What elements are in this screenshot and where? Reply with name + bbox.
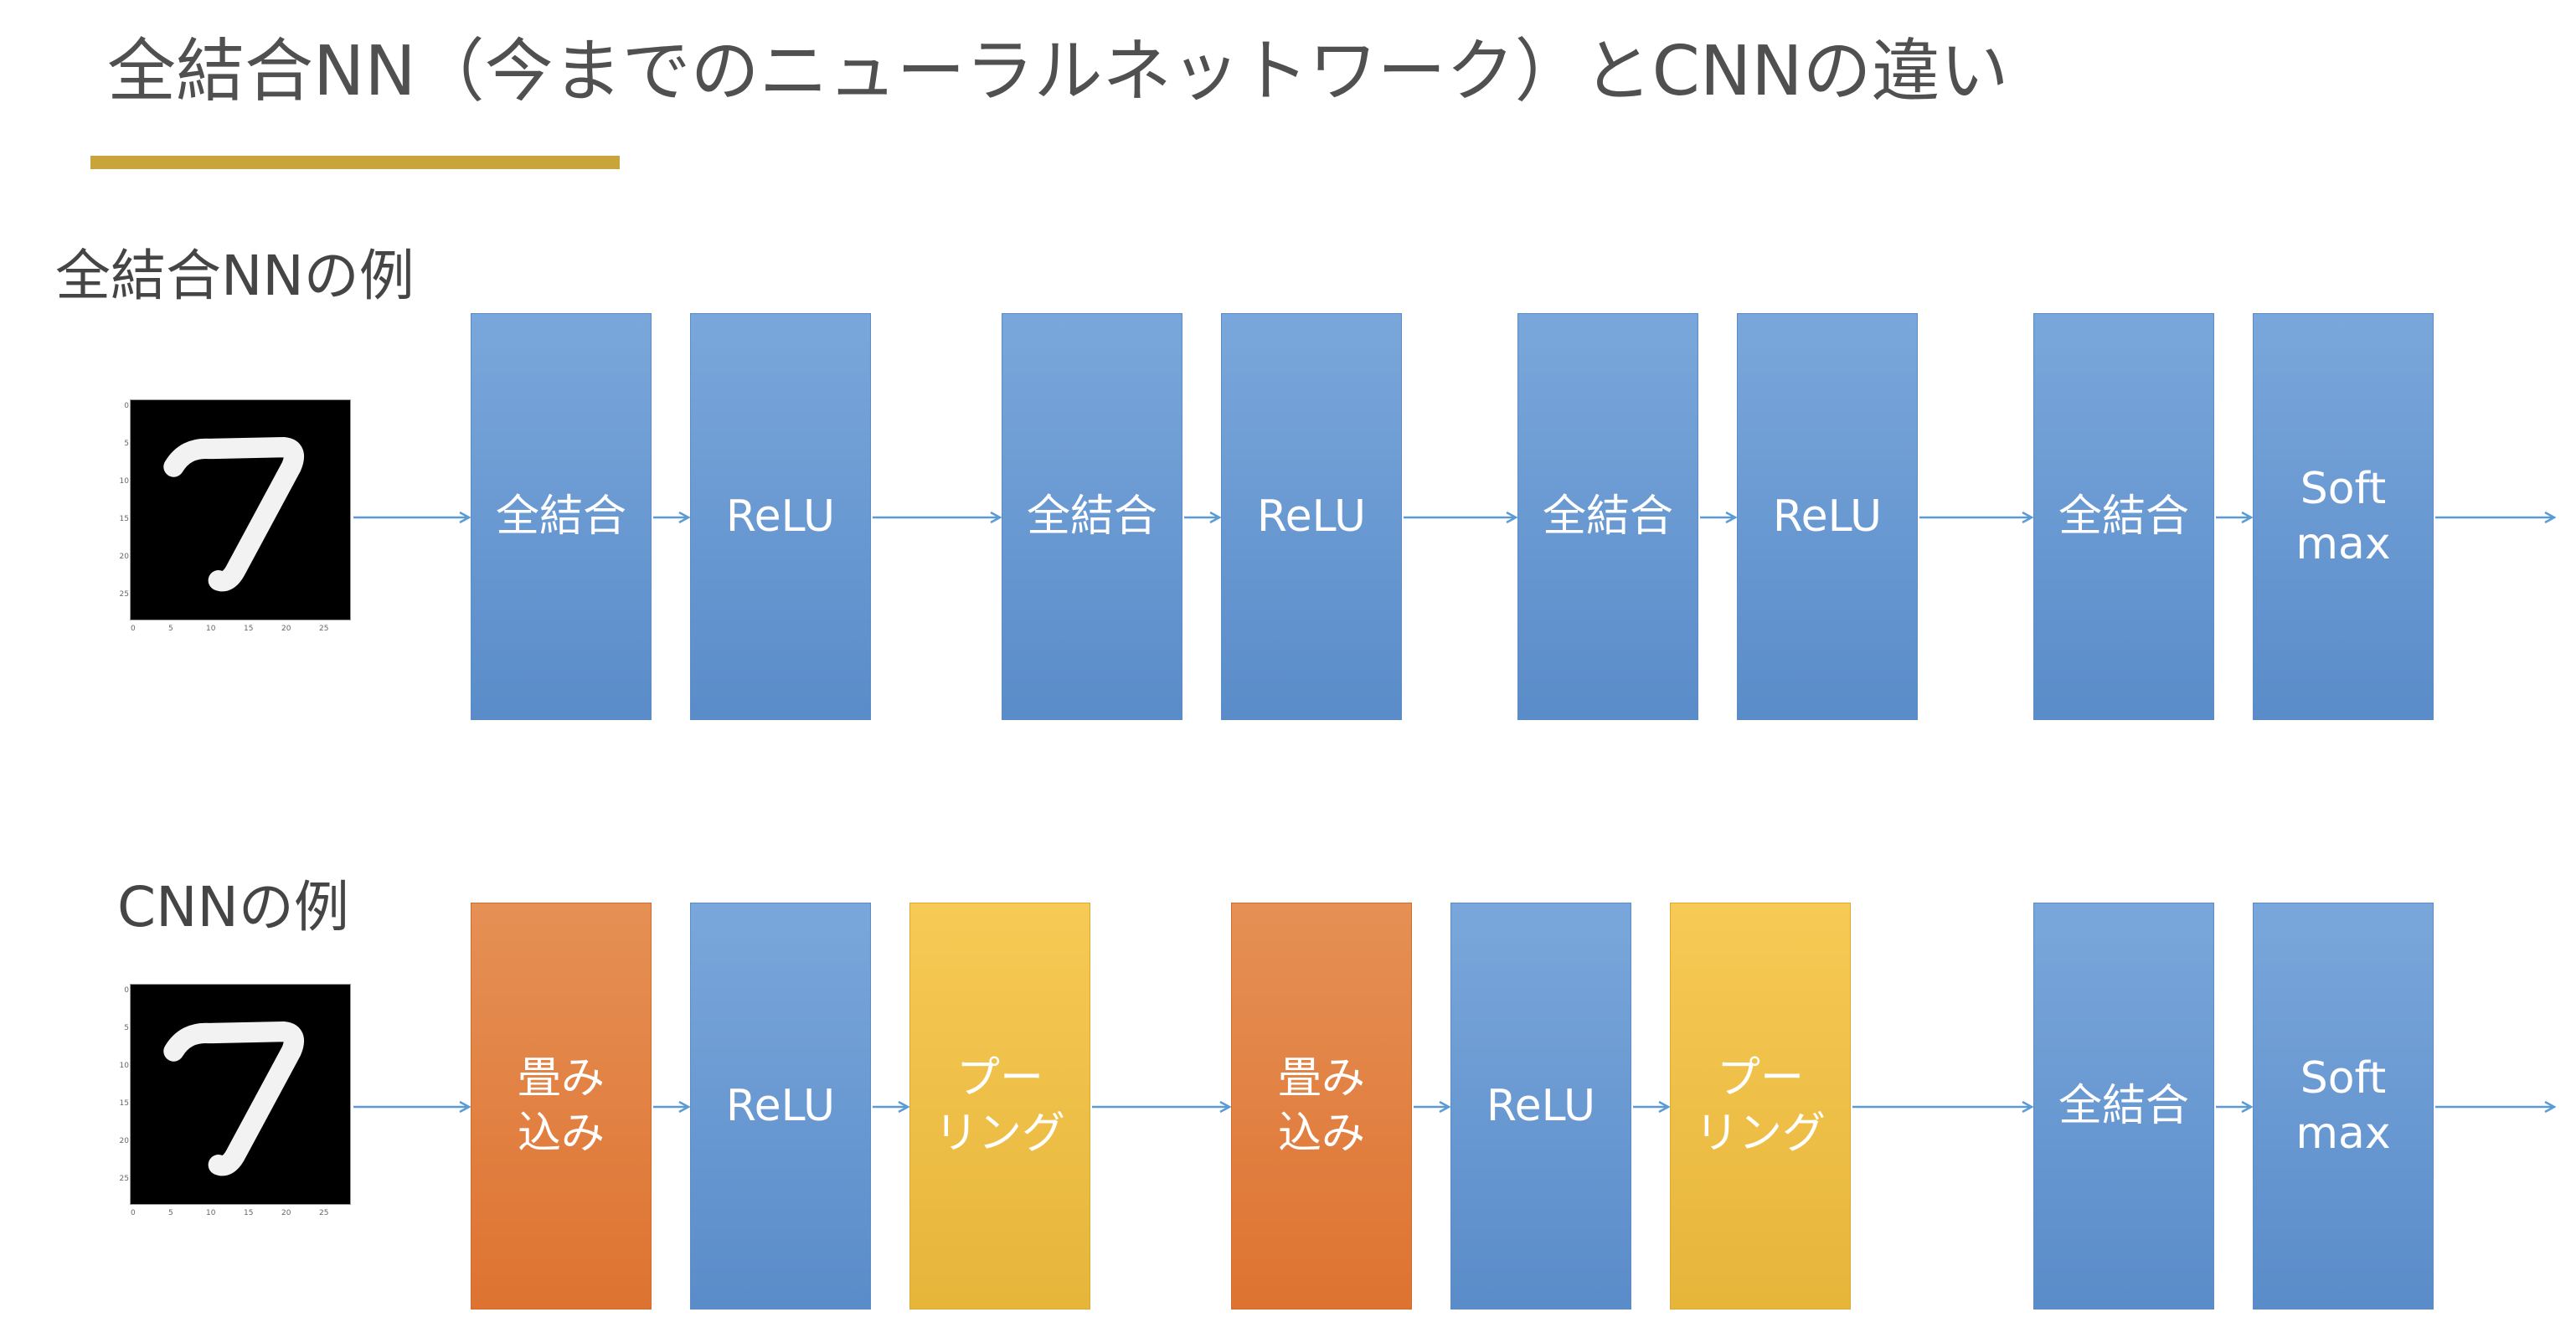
cnn-digit-y-tick: 25 [119,1175,129,1183]
fc-digit-y-tick: 20 [119,553,129,561]
cnn-section-label: CNNの例 [117,875,349,939]
cnn-input-digit-image: 0 5 10 15 20 25 0 5 10 15 20 25 [119,985,362,1227]
fc-layer-8: Soft max [2253,313,2434,720]
fc-digit-background [131,400,350,620]
cnn-digit-x-tick: 20 [281,1209,291,1217]
cnn-pooling-layer-3: プー リング [909,903,1090,1310]
fc-digit-y-tick: 0 [124,402,129,410]
cnn-conv-layer-4: 畳み 込み [1231,903,1412,1310]
cnn-conv-layer-1: 畳み 込み [471,903,652,1310]
fc-digit-x-tick: 20 [281,625,291,633]
fc-digit-y-tick: 15 [119,515,129,523]
cnn-digit-seven-stroke [163,1021,305,1176]
fc-digit-x-tick: 15 [244,625,254,633]
fc-digit-x-tick: 25 [319,625,329,633]
slide-title: 全結合NN（今までのニューラルネットワーク）とCNNの違い [107,32,2009,111]
cnn-layer-7: 全結合 [2033,903,2214,1310]
fc-layer-4: ReLU [1221,313,1402,720]
cnn-digit-background [131,985,350,1204]
fc-layer-7: 全結合 [2033,313,2214,720]
cnn-digit-y-tick: 20 [119,1137,129,1145]
fc-digit-x-tick: 5 [168,625,173,633]
fc-layer-5: 全結合 [1517,313,1698,720]
cnn-digit-y-tick: 5 [124,1024,129,1032]
fc-digit-y-tick: 25 [119,590,129,599]
fc-digit-y-tick: 10 [119,477,129,486]
cnn-digit-x-tick: 0 [131,1209,136,1217]
fc-layer-3: 全結合 [1002,313,1182,720]
cnn-digit-y-tick: 15 [119,1099,129,1108]
cnn-pooling-layer-6: プー リング [1670,903,1851,1310]
cnn-digit-y-tick: 0 [124,986,129,995]
fc-layer-6: ReLU [1737,313,1918,720]
cnn-digit-x-tick: 15 [244,1209,254,1217]
cnn-layer-5: ReLU [1450,903,1631,1310]
fc-digit-x-tick: 0 [131,625,136,633]
fc-digit-y-tick: 5 [124,440,129,448]
fc-layer-1: 全結合 [471,313,652,720]
cnn-digit-y-tick: 10 [119,1062,129,1070]
title-underline [90,156,620,169]
cnn-digit-x-tick: 10 [206,1209,216,1217]
fc-section-label: 全結合NNの例 [55,244,415,308]
cnn-layer-2: ReLU [690,903,871,1310]
fc-layer-2: ReLU [690,313,871,720]
cnn-digit-x-tick: 5 [168,1209,173,1217]
fc-digit-seven-stroke [163,436,305,592]
cnn-digit-x-tick: 25 [319,1209,329,1217]
fc-input-digit-image: 0 5 10 15 20 25 0 5 10 15 20 25 [119,400,362,643]
fc-digit-x-tick: 10 [206,625,216,633]
cnn-layer-8: Soft max [2253,903,2434,1310]
